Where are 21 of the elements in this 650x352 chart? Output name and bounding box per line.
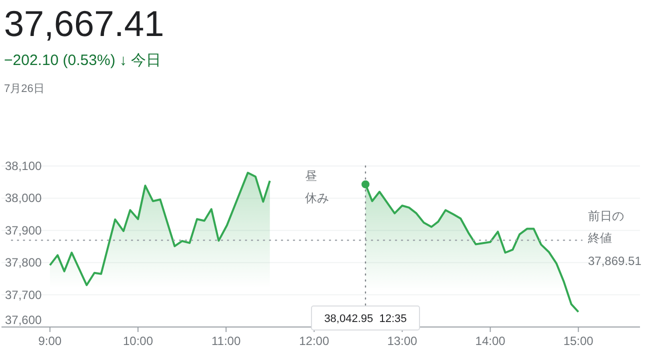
annotation: 38,042.95 12:35: [324, 313, 407, 325]
ytick: 37,700: [5, 288, 42, 302]
ytick: 38,000: [5, 191, 42, 206]
ytick: 38,100: [5, 159, 42, 173]
annotation: 7月26日: [4, 83, 44, 95]
ytick: 37,900: [5, 223, 42, 238]
xtick: 10:00: [123, 334, 154, 348]
annotation: 38,042.95 12:35: [311, 306, 420, 330]
xtick: 15:00: [563, 334, 594, 348]
xtick: 12:00: [299, 334, 330, 348]
xtick: 9:00: [38, 334, 62, 348]
annotation: 37,869.51: [588, 254, 642, 268]
refline-label: 前日の終値: [588, 209, 624, 245]
xtick: 11:00: [212, 334, 241, 348]
subtitle: −202.10 (0.53%) ↓ 今日: [4, 52, 162, 69]
ytick: 37,600: [5, 313, 42, 327]
xtick: 14:00: [475, 334, 506, 348]
ytick: 37,800: [5, 256, 42, 270]
title: 37,667.41: [4, 3, 164, 44]
annotation: 昼休み: [305, 169, 329, 205]
xtick: 13:00: [387, 334, 418, 348]
